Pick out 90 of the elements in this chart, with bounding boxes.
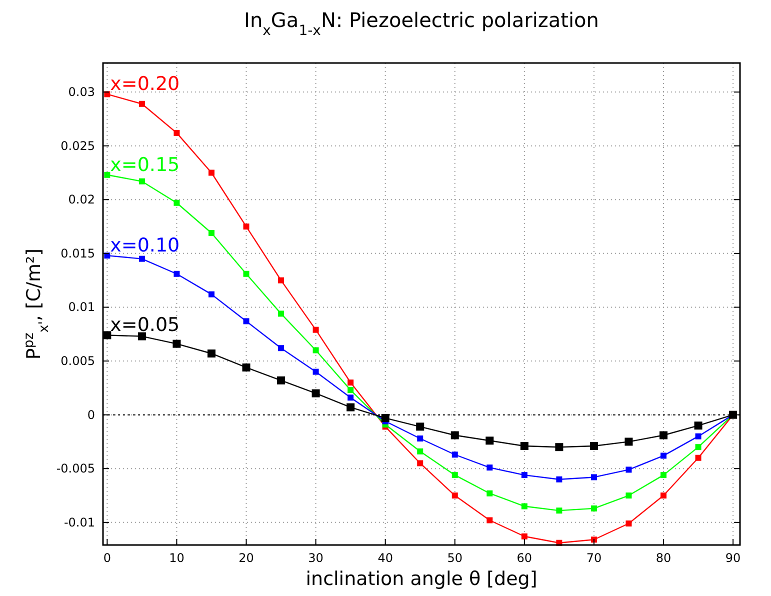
point bbox=[521, 472, 528, 478]
point bbox=[312, 347, 319, 354]
point bbox=[626, 466, 632, 473]
point bbox=[695, 433, 702, 440]
point bbox=[486, 436, 494, 445]
x-tick-label: 20 bbox=[238, 551, 254, 565]
y-tick-label: 0.02 bbox=[68, 192, 95, 207]
point bbox=[555, 443, 564, 452]
point bbox=[172, 340, 181, 348]
point bbox=[174, 270, 180, 277]
chart-title: In$_{x}$Ga$_{1-x}$N: Piezoelectric polarization bbox=[244, 8, 599, 39]
x-tick-label: 70 bbox=[586, 551, 602, 565]
series-label: x=0.20 bbox=[110, 73, 180, 96]
point bbox=[452, 452, 458, 458]
point bbox=[278, 310, 284, 317]
point bbox=[138, 178, 145, 184]
point bbox=[521, 503, 528, 510]
point bbox=[208, 230, 214, 236]
point bbox=[243, 270, 250, 277]
point bbox=[486, 490, 493, 496]
point bbox=[590, 505, 597, 512]
point bbox=[138, 332, 146, 340]
y-tick-label: 0.03 bbox=[68, 85, 95, 100]
x-tick-label: 0 bbox=[103, 551, 111, 565]
point bbox=[417, 460, 424, 466]
point bbox=[138, 256, 145, 262]
point bbox=[104, 172, 110, 178]
x-tick-label: 80 bbox=[656, 551, 672, 565]
point bbox=[626, 520, 632, 526]
y-tick-label: -0.01 bbox=[64, 515, 95, 530]
point bbox=[277, 376, 286, 384]
point bbox=[590, 536, 597, 543]
point bbox=[174, 130, 180, 136]
point bbox=[208, 291, 214, 298]
point bbox=[695, 444, 702, 450]
x-axis-title: inclination angle θ [deg] bbox=[306, 568, 538, 590]
point bbox=[348, 380, 354, 386]
y-tick-label: 0 bbox=[87, 408, 95, 422]
x-tick-label: 30 bbox=[308, 551, 324, 565]
x-tick-label: 60 bbox=[516, 551, 532, 565]
point bbox=[590, 442, 598, 450]
y-tick-label: 0.01 bbox=[68, 300, 95, 314]
series-label: x=0.15 bbox=[110, 154, 180, 176]
point bbox=[556, 476, 562, 482]
point bbox=[417, 435, 424, 442]
point bbox=[208, 170, 214, 176]
point bbox=[486, 517, 493, 524]
point bbox=[521, 533, 528, 540]
point bbox=[381, 414, 390, 422]
y-tick-label: 0.015 bbox=[60, 246, 95, 260]
point bbox=[416, 422, 424, 431]
point bbox=[695, 454, 702, 461]
point bbox=[624, 438, 633, 446]
point bbox=[207, 349, 216, 358]
point bbox=[312, 389, 320, 398]
point bbox=[348, 394, 354, 401]
point bbox=[243, 224, 250, 230]
x-tick-label: 40 bbox=[378, 551, 393, 565]
point bbox=[556, 508, 562, 514]
point bbox=[312, 326, 319, 333]
point bbox=[278, 277, 284, 284]
point bbox=[660, 472, 667, 478]
x-tick-label: 90 bbox=[725, 551, 741, 565]
y-tick-label: 0.005 bbox=[60, 354, 95, 368]
point bbox=[452, 472, 458, 478]
point bbox=[486, 464, 493, 471]
point bbox=[694, 422, 702, 430]
point bbox=[660, 452, 667, 459]
y-tick-label: -0.005 bbox=[56, 462, 95, 476]
point bbox=[346, 403, 355, 412]
point bbox=[348, 387, 354, 394]
y-tick-label: 0.025 bbox=[60, 138, 95, 153]
point bbox=[417, 448, 424, 454]
point bbox=[138, 100, 145, 107]
point bbox=[243, 318, 250, 324]
series-label: x=0.10 bbox=[110, 234, 180, 257]
point bbox=[278, 345, 284, 352]
point bbox=[452, 492, 458, 499]
point bbox=[174, 200, 180, 206]
point bbox=[520, 442, 528, 450]
point bbox=[312, 368, 319, 375]
point bbox=[626, 492, 632, 499]
point bbox=[450, 431, 459, 440]
x-tick-label: 50 bbox=[447, 551, 463, 565]
point bbox=[590, 474, 597, 480]
point bbox=[242, 363, 250, 372]
point bbox=[660, 431, 668, 440]
point bbox=[660, 492, 667, 499]
x-tick-label: 10 bbox=[169, 551, 184, 565]
series-label: x=0.05 bbox=[110, 314, 180, 336]
